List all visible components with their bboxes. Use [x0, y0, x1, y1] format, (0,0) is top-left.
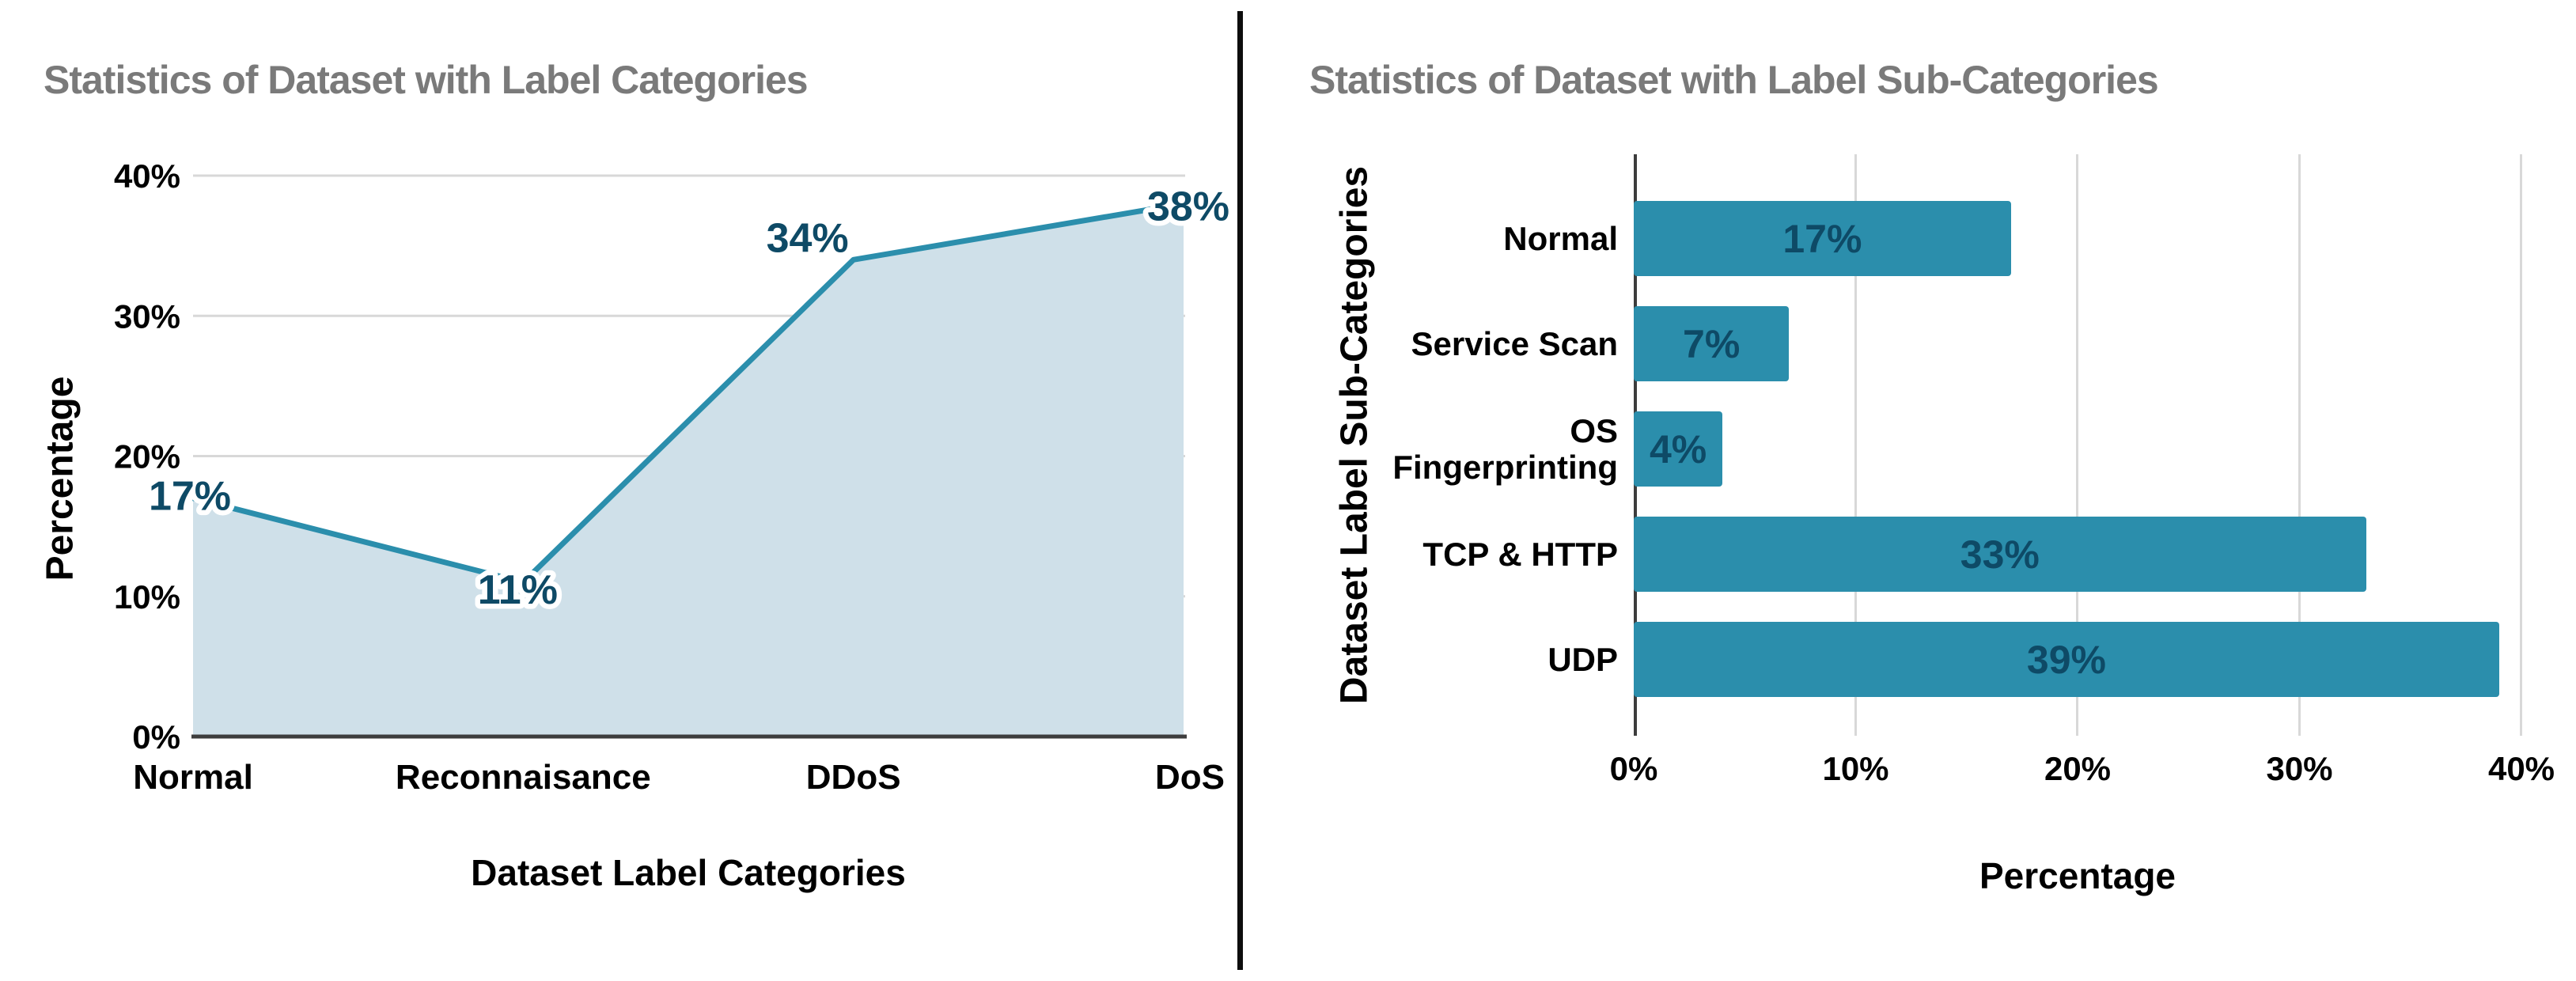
bar: 17%: [1634, 201, 2011, 276]
x-tick-label: 30%: [2266, 750, 2333, 787]
bar-category-label: TCP & HTTP: [1422, 535, 1618, 573]
x-tick-label: 20%: [2044, 750, 2112, 787]
bar-row: UDP 39%: [1333, 607, 2519, 712]
gridline: [1854, 154, 1857, 736]
gridline: [2076, 154, 2078, 736]
bar-rows: Normal 17% Service Scan 7% OS Fingerprin…: [1333, 186, 2519, 712]
left-chart-title: Statistics of Dataset with Label Categor…: [44, 58, 809, 102]
bar: 39%: [1634, 622, 2499, 697]
x-tick-label: Reconnaisance: [396, 758, 651, 797]
x-tick-label: DoS: [1155, 758, 1225, 797]
x-tick-label: Normal: [133, 758, 253, 797]
bar-chart-panel: Statistics of Dataset with Label Sub-Cat…: [1242, 0, 2576, 981]
bar: 33%: [1634, 517, 2366, 592]
bar-value-label: 17%: [1782, 216, 1862, 261]
y-tick-label: 30%: [114, 297, 180, 335]
area-fill: [193, 203, 1184, 737]
data-point-label: 38%: [1147, 184, 1229, 229]
panel-divider: [1237, 11, 1243, 970]
data-point-label: 17%: [149, 474, 231, 520]
bar-category-label: UDP: [1547, 640, 1618, 678]
bar-value-label: 7%: [1683, 321, 1741, 366]
area-chart-panel: Statistics of Dataset with Label Categor…: [0, 0, 1235, 981]
bar-value-label: 39%: [2026, 637, 2106, 682]
bar-value-label: 4%: [1649, 426, 1707, 472]
left-y-axis-title: Percentage: [39, 376, 81, 581]
bar-category-label: Normal: [1503, 219, 1618, 257]
x-tick-label: DDoS: [806, 758, 901, 797]
bar-category-label: Service Scan: [1411, 324, 1618, 362]
bar-value-label: 33%: [1960, 532, 2040, 577]
area-chart: 0% 10% 20% 30% 40% Normal Reconnaisance DDoS DoS…: [114, 157, 1234, 797]
y-tick-label: 10%: [114, 578, 180, 615]
series-line: [192, 200, 1184, 585]
y-tick-label: 20%: [114, 438, 180, 475]
right-chart-title: Statistics of Dataset with Label Sub-Cat…: [1309, 58, 2159, 102]
data-point-label: 11%: [478, 567, 558, 613]
right-x-axis-title: Percentage: [1979, 855, 2176, 896]
gridline: [2298, 154, 2301, 736]
x-tick-label: 40%: [2487, 750, 2555, 787]
data-point-label: 34%: [767, 215, 849, 261]
bar: 4%: [1634, 411, 1723, 487]
bar-row: Normal 17%: [1333, 186, 2519, 291]
x-tick-label: 0%: [1609, 750, 1658, 787]
bar-row: TCP & HTTP 33%: [1333, 502, 2519, 607]
bar-row: OS Fingerprinting 4%: [1333, 396, 2519, 502]
right-y-axis-title: Dataset Label Sub-Categories: [1333, 165, 1376, 705]
bar: 7%: [1634, 306, 1790, 381]
left-x-axis-title: Dataset Label Categories: [471, 852, 906, 893]
bar-row: Service Scan 7%: [1333, 291, 2519, 396]
gridline: [2520, 154, 2522, 736]
y-tick-label: 40%: [114, 157, 180, 195]
bar-category-label: OS Fingerprinting: [1392, 412, 1618, 486]
y-tick-label: 0%: [132, 718, 180, 756]
x-tick-label: 10%: [1822, 750, 1889, 787]
